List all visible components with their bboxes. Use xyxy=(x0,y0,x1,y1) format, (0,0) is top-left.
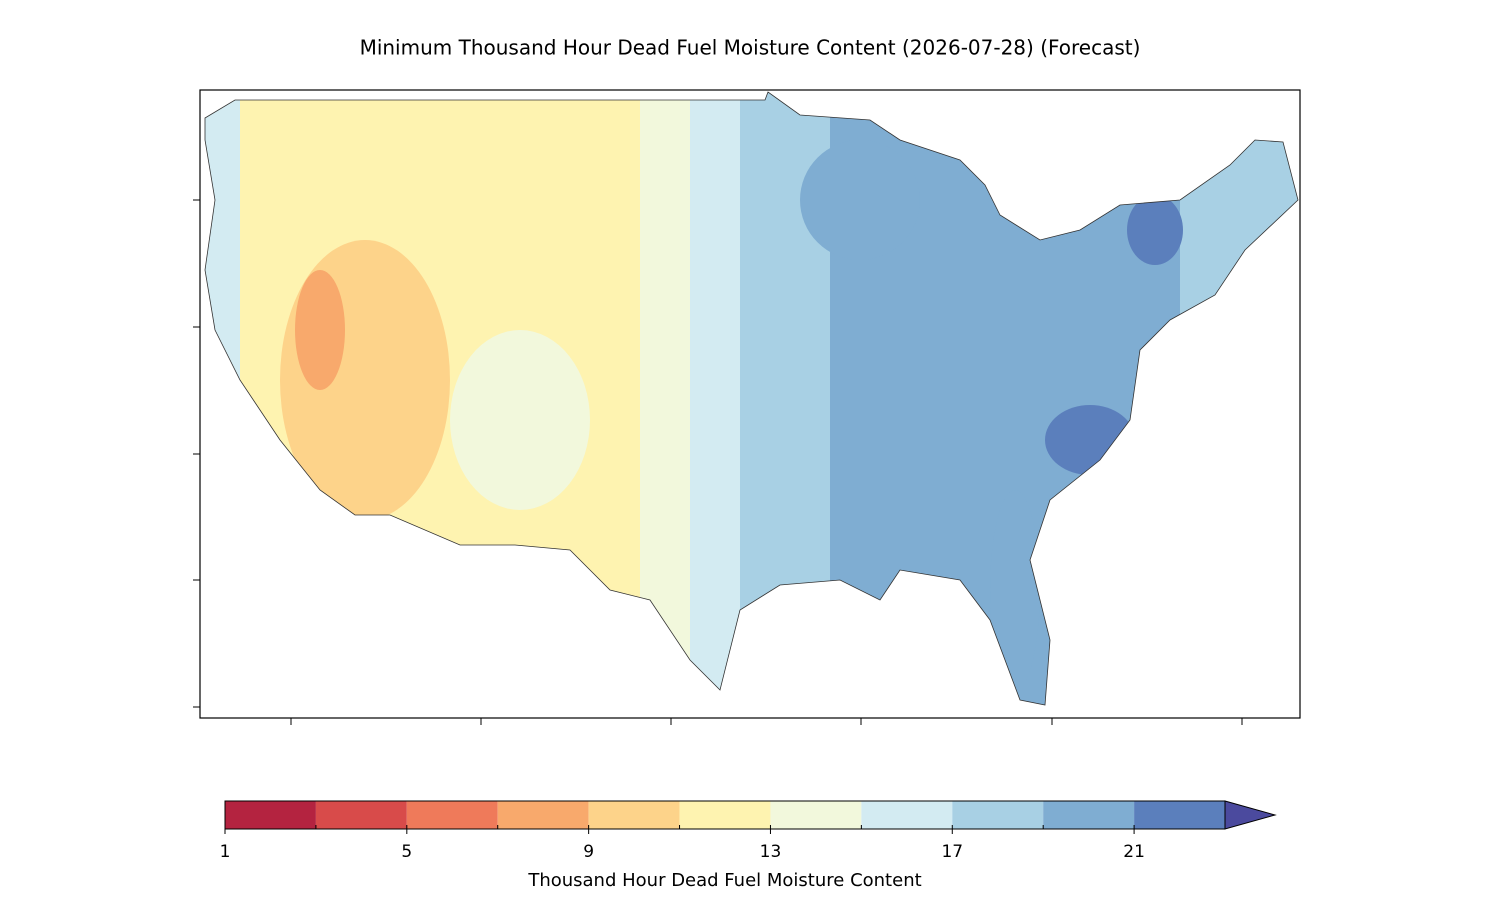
colorbar-frame xyxy=(224,800,1226,830)
map-region xyxy=(295,270,345,390)
map-region xyxy=(1045,405,1135,475)
map-region xyxy=(800,140,920,260)
colorbar-segment xyxy=(497,801,589,829)
colorbar-tick-label: 17 xyxy=(941,842,963,862)
map-region xyxy=(205,92,240,705)
map xyxy=(205,92,1298,705)
colorbar-segment xyxy=(861,801,953,829)
map-region xyxy=(450,330,590,510)
colorbar-segment xyxy=(952,801,1044,829)
frame-ticks xyxy=(193,199,1243,725)
map-region xyxy=(1180,92,1298,705)
colorbar-label: Thousand Hour Dead Fuel Moisture Content xyxy=(527,870,921,891)
map-region xyxy=(640,92,690,705)
colorbar-tick-label: 5 xyxy=(401,842,412,862)
map-frame xyxy=(199,89,1301,719)
colorbar-tick-label: 21 xyxy=(1123,842,1145,862)
colorbar-tick-label: 9 xyxy=(583,842,594,862)
country-outline xyxy=(204,91,1299,706)
map-region xyxy=(690,92,740,705)
colorbar-segment xyxy=(315,801,407,829)
colorbar-segment xyxy=(770,801,862,829)
map-region xyxy=(990,490,1040,690)
title: Minimum Thousand Hour Dead Fuel Moisture… xyxy=(360,36,1141,60)
colorbar-tick-label: 13 xyxy=(760,842,782,862)
colorbar: 1 5 9 13 17 21 xyxy=(220,800,1277,862)
colorbar-segment xyxy=(406,801,498,829)
colorbar-extend xyxy=(1224,800,1277,830)
colorbar-segment xyxy=(1134,801,1225,829)
map-region xyxy=(1127,195,1183,265)
colorbar-segment xyxy=(679,801,771,829)
colorbar-segment xyxy=(1043,801,1135,829)
colorbar-segment xyxy=(225,801,316,829)
colorbar-segment xyxy=(588,801,680,829)
colorbar-tick-label: 1 xyxy=(220,842,231,862)
